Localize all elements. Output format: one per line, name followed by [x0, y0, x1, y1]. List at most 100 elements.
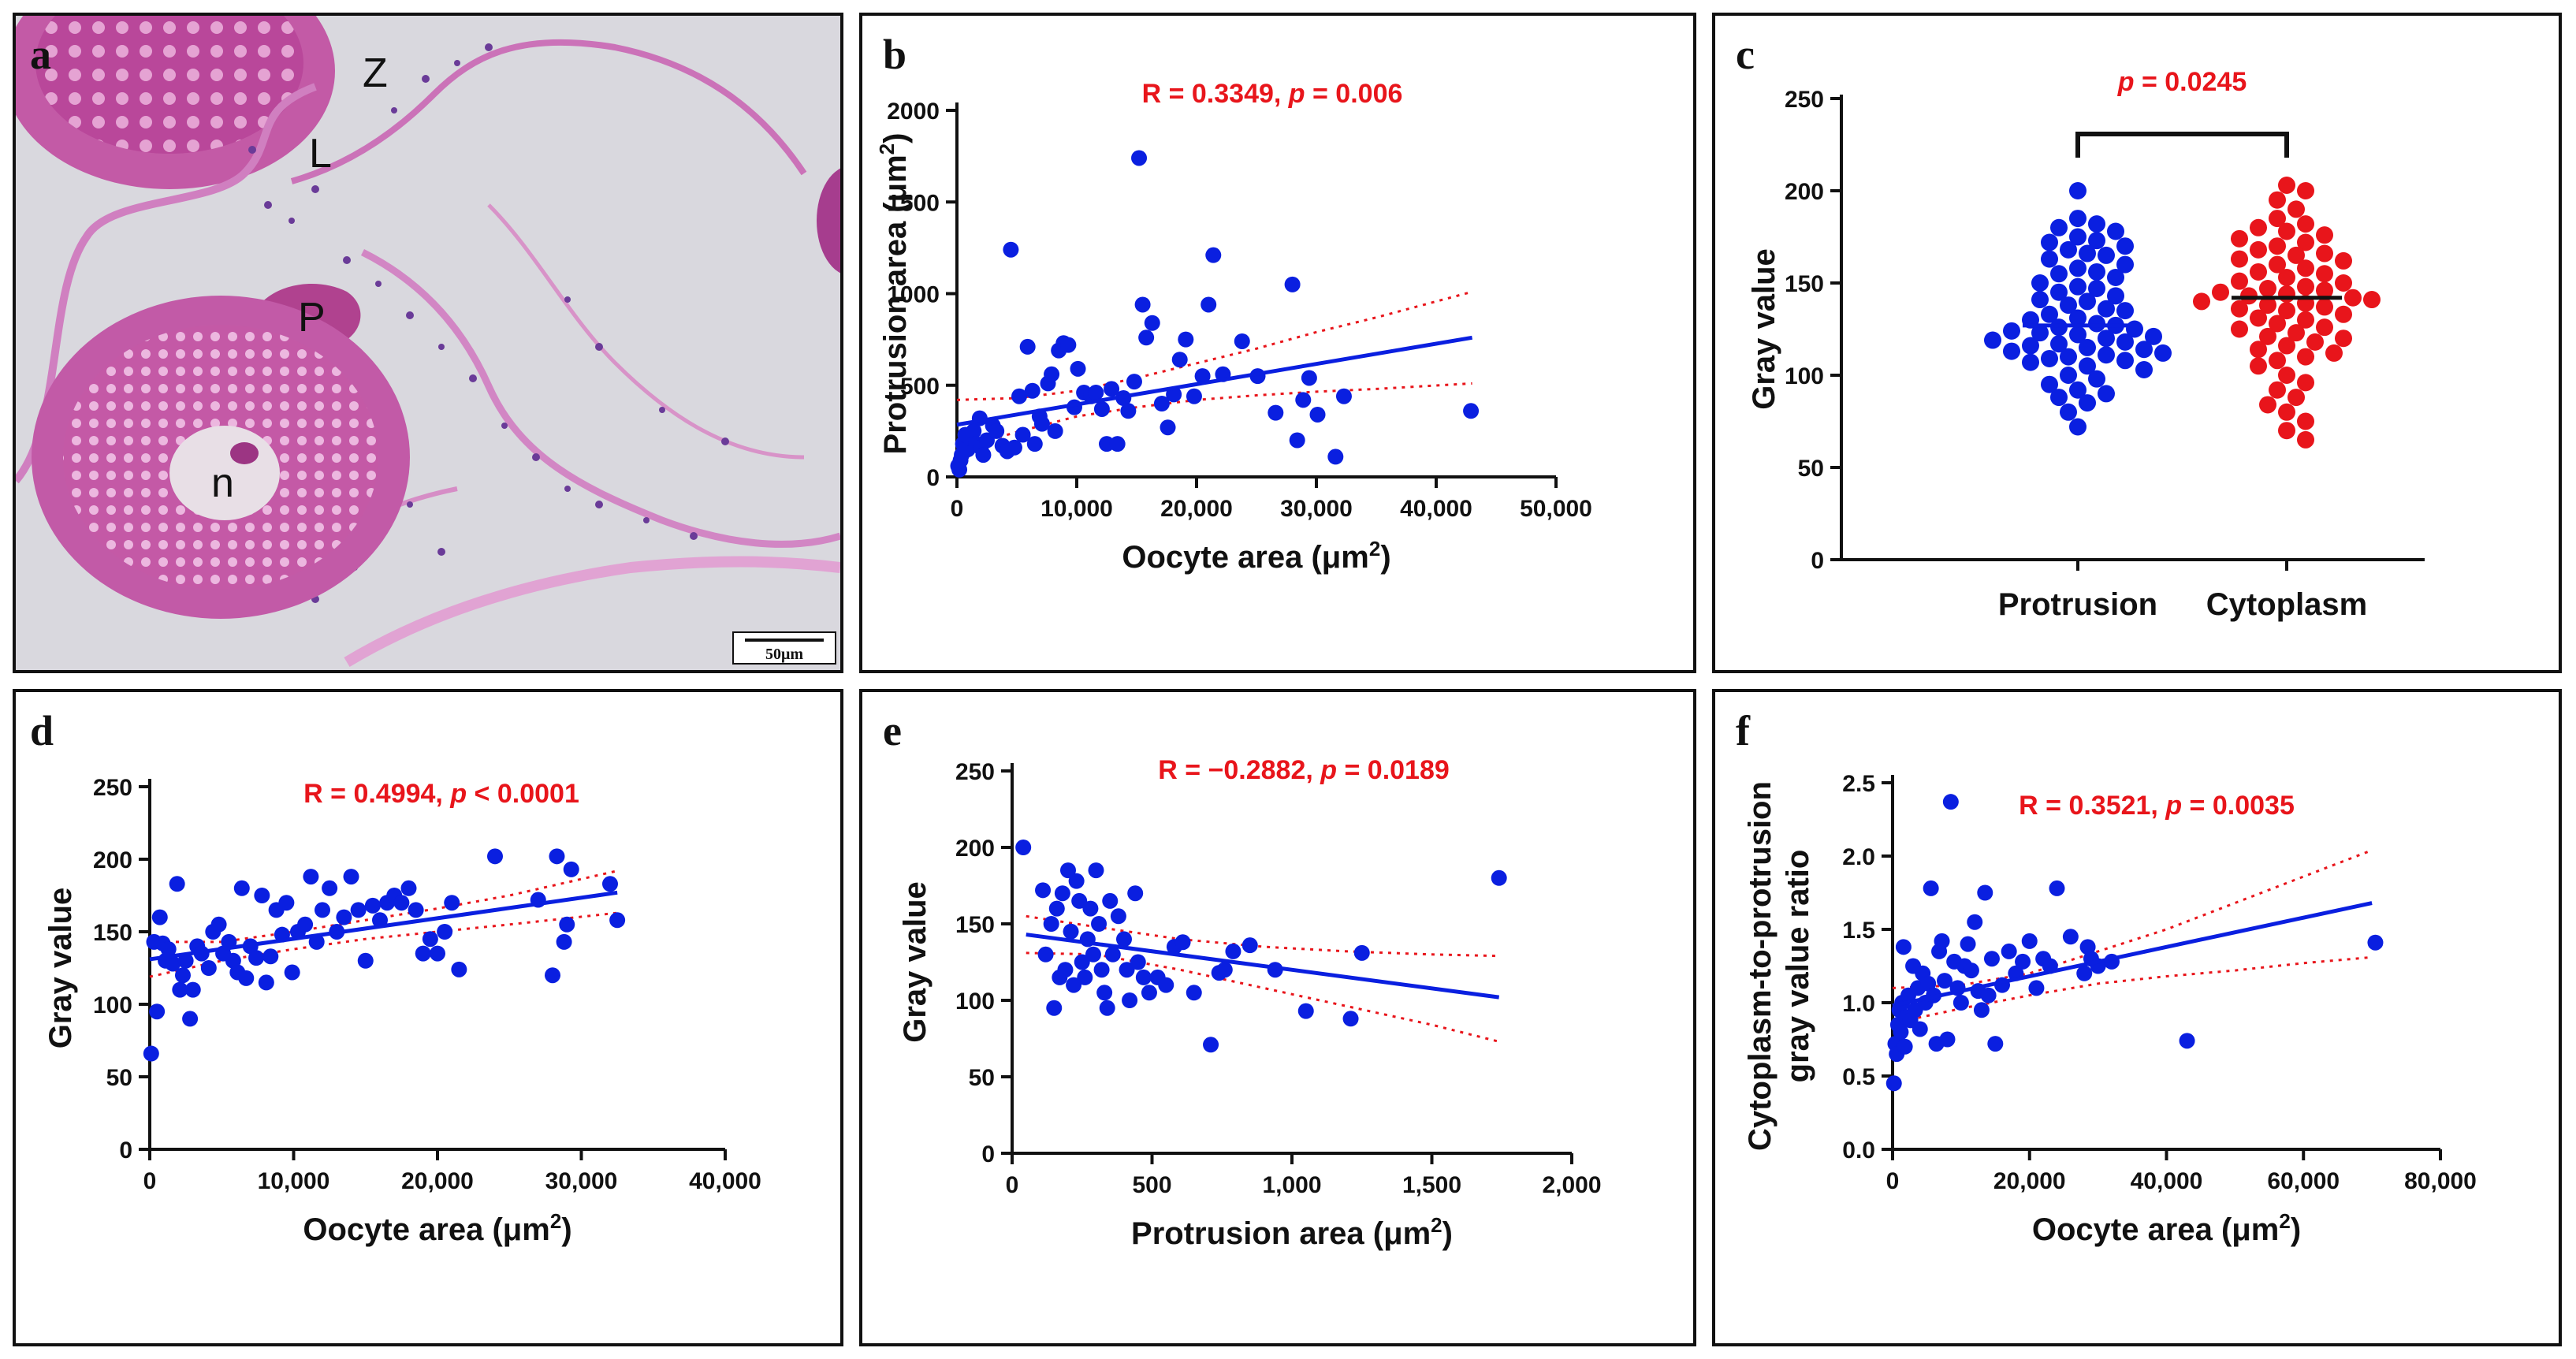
panel-label-d: d — [30, 707, 54, 754]
data-point — [393, 895, 410, 911]
data-point — [2021, 933, 2038, 949]
data-point — [1120, 403, 1137, 419]
data-point — [1109, 436, 1126, 452]
data-point — [2344, 289, 2362, 307]
data-point — [437, 924, 453, 940]
data-point — [2050, 218, 2068, 236]
y-tick-label: 200 — [955, 836, 995, 862]
x-tick-label: 10,000 — [1040, 496, 1113, 522]
data-point — [1033, 415, 1050, 432]
data-point — [2278, 222, 2295, 240]
data-point — [609, 912, 626, 929]
y-tick-label: 50 — [106, 1065, 132, 1091]
data-point — [303, 869, 319, 885]
panel-a-histology: Z L P n 50μm a — [13, 13, 843, 673]
data-point — [2306, 333, 2324, 351]
y-axis-label-line2: gray value ratio — [1781, 850, 1815, 1083]
data-point — [2278, 302, 2295, 320]
data-point — [2269, 210, 2286, 228]
data-point — [2116, 302, 2134, 320]
oocyte-right-edge — [817, 168, 840, 274]
data-point — [422, 931, 438, 948]
data-point — [1216, 962, 1233, 978]
panel-b-chart: 0 500 1000 1500 2000 0 10,000 20,000 30,000 40,00… — [859, 13, 1696, 673]
data-point — [2079, 394, 2096, 412]
x-tick-label: 1,500 — [1402, 1172, 1461, 1198]
data-point — [2269, 237, 2286, 255]
data-point — [1134, 296, 1151, 313]
y-tick-label: 100 — [1785, 363, 1824, 389]
data-point — [2269, 315, 2286, 333]
data-point — [1054, 885, 1070, 902]
data-point — [1980, 987, 1997, 1003]
data-point — [1939, 1031, 1956, 1048]
data-point — [2107, 287, 2124, 305]
data-point — [966, 423, 982, 439]
chart-d: 0 50 100 150 200 250 0 10,000 20,000 30,000 40,000… — [43, 775, 761, 1247]
x-tick-label: 0 — [951, 496, 964, 522]
data-point — [2297, 311, 2314, 329]
y-tick-label: 200 — [1785, 179, 1824, 205]
data-point — [1074, 954, 1090, 970]
data-point — [1942, 794, 1959, 810]
y-tick-label: 0.5 — [1842, 1064, 1875, 1090]
x-axis-label: Oocyte area (μm2) — [2032, 1209, 2301, 1247]
data-point — [1127, 885, 1144, 902]
data-point — [357, 952, 374, 969]
data-point — [2069, 182, 2086, 199]
stat-annotation: R = 0.4994, p < 0.0001 — [303, 779, 579, 809]
data-point — [1234, 333, 1250, 349]
x-axis-label: Protrusion area (μm2) — [1131, 1213, 1453, 1251]
y-tick-label: 1500 — [887, 190, 940, 216]
scale-bar-label: 50μm — [765, 646, 803, 663]
y-axis-label: Protrusion area (μm2) — [875, 133, 913, 455]
data-point — [2259, 396, 2276, 414]
data-point — [177, 952, 194, 969]
data-point — [1060, 337, 1077, 353]
tissue-strand — [487, 203, 805, 460]
data-point — [1122, 992, 1138, 1008]
data-point — [2259, 280, 2276, 298]
data-point — [988, 423, 1005, 439]
stat-annotation: R = 0.3521, p = 0.0035 — [2019, 791, 2295, 821]
data-point — [2278, 422, 2295, 440]
data-point — [1088, 385, 1104, 401]
panel-label-f: f — [1736, 707, 1750, 754]
data-point — [1102, 892, 1119, 909]
data-point — [2297, 277, 2314, 296]
data-point — [172, 981, 188, 998]
data-point — [2041, 233, 2058, 251]
data-point — [1960, 936, 1976, 952]
data-point — [2297, 412, 2314, 430]
data-point — [1205, 247, 1222, 263]
y-tick-label: 250 — [1785, 87, 1824, 113]
data-point — [1099, 1000, 1115, 1016]
data-point — [2335, 251, 2352, 270]
data-point — [2278, 268, 2295, 286]
data-point — [1977, 884, 1993, 901]
data-point — [2098, 300, 2115, 318]
data-point — [2050, 283, 2068, 301]
data-point — [2069, 259, 2086, 277]
x-tick-label: 20,000 — [1993, 1168, 2066, 1194]
data-point — [1048, 900, 1065, 917]
data-point — [1082, 900, 1099, 917]
data-point — [1186, 388, 1202, 404]
data-point — [1085, 946, 1101, 962]
data-point — [1091, 916, 1107, 932]
ci-lower-band — [1892, 955, 2373, 1025]
data-point — [1046, 1000, 1063, 1016]
x-tick-label: 40,000 — [689, 1168, 761, 1194]
data-point — [2297, 348, 2314, 366]
x-tick-label: 2,000 — [1542, 1172, 1601, 1198]
y-tick-label: 2.5 — [1842, 771, 1875, 797]
data-point — [169, 876, 185, 892]
data-point — [2079, 292, 2096, 311]
data-point — [2041, 349, 2058, 367]
data-point — [451, 961, 467, 977]
data-point — [1003, 241, 1019, 258]
y-tick-label: 150 — [1785, 271, 1824, 297]
annotation-z: Z — [363, 50, 388, 96]
data-point — [1138, 330, 1155, 346]
data-point — [1024, 382, 1040, 399]
